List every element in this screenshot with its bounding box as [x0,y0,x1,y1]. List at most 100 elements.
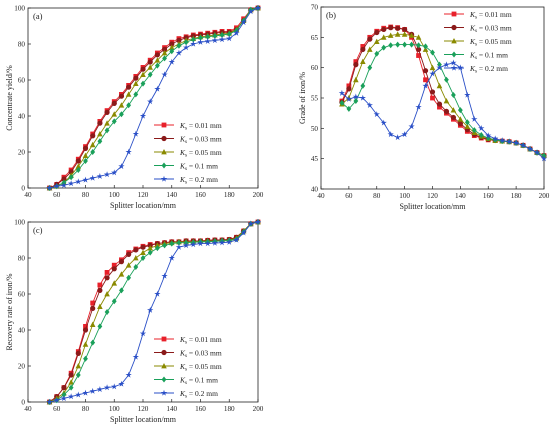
legend-marker [161,336,167,342]
legend-k: K [179,335,186,344]
data-point [422,82,429,89]
data-point [161,46,168,53]
data-point [471,127,477,134]
data-point [176,37,182,44]
data-point [457,120,463,127]
data-point [140,80,146,87]
data-point [104,275,110,281]
data-point [126,251,132,257]
data-point [422,68,429,74]
legend-subscript: s [185,139,187,145]
data-point [90,149,96,155]
data-point [118,102,125,108]
data-point [423,43,428,50]
legend-item: Ks = 0.01 mm [154,121,222,132]
data-point [374,29,380,36]
legend-marker [451,11,457,17]
legend-item: Ks = 0.01 mm [444,10,512,21]
legend-item: Ks = 0.05 mm [154,362,222,373]
data-point [183,39,189,46]
legend-item: Ks = 0.2 mm [154,389,218,400]
data-point [169,41,175,47]
legend-value: = 0.1 mm [477,51,508,60]
series-1 [339,25,547,159]
legend-item: Ks = 0.1 mm [154,162,218,172]
data-point [68,379,74,385]
series-2 [339,31,547,159]
data-point [83,355,88,362]
y-tick-label: 50 [311,125,319,133]
legend-item: Ks = 0.1 mm [444,51,508,61]
y-tick-label: 0 [21,399,25,407]
data-point [104,120,110,126]
data-point [226,31,232,38]
x-tick-label: 40 [24,405,32,413]
legend-marker [161,349,167,356]
data-point [111,280,118,286]
x-axis-label: Splitter location/mm [110,201,177,210]
data-point [478,125,485,131]
y-tick-label: 60 [18,77,26,85]
data-point [126,84,132,90]
data-point [90,339,96,346]
data-point [443,98,450,104]
y-tick-label: 60 [311,64,319,72]
data-point [147,71,153,78]
legend-value: = 0.2 mm [187,175,218,184]
data-point [512,139,520,146]
data-point [212,32,218,39]
data-point [430,49,435,56]
data-point [97,287,103,293]
series-3 [47,5,261,191]
data-point [132,353,139,360]
series-line [341,44,545,157]
data-point [360,58,366,64]
data-point [61,385,67,391]
data-point [168,254,175,261]
data-point [450,114,457,121]
data-point [401,31,408,37]
data-point [125,91,132,97]
series-line [49,221,259,403]
data-point [67,180,75,187]
legend-label: Ks = 0.05 mm [469,37,512,48]
y-tick-label: 0 [21,185,25,193]
data-point [125,262,132,268]
data-point [395,25,401,31]
data-point [126,274,132,281]
data-point [485,135,491,142]
legend-label: Ks = 0.01 mm [179,335,222,346]
panel-label: (c) [33,225,43,235]
legend-value: = 0.1 mm [187,376,218,385]
data-point [367,64,373,71]
x-tick-label: 80 [373,192,381,200]
legend-label: Ks = 0.2 mm [179,389,218,400]
legend-k: K [179,121,186,130]
data-point [346,83,352,89]
panel-c: 40 60 80 100 120 140 160 180 200 0 20 40 60 80 100 Spli… [5,219,264,425]
data-point [111,266,117,272]
data-point [436,101,443,107]
y-tick-label: 60 [18,291,26,299]
data-point [139,112,147,119]
data-point [89,387,96,394]
series-line [49,221,259,403]
x-tick-label: 200 [539,192,550,200]
y-tick-label: 70 [311,4,319,12]
x-tick-label: 180 [511,192,522,200]
data-point [254,218,262,225]
series-line [341,33,545,157]
data-point [161,50,168,56]
legend-marker [451,38,457,44]
series-4 [338,59,548,162]
data-point [169,48,175,55]
data-point [190,36,196,43]
data-point [450,59,457,66]
data-point [147,59,153,65]
x-tick-label: 200 [253,191,264,199]
legend-k: K [179,349,186,358]
data-point [533,149,541,156]
y-tick-label: 20 [18,149,26,157]
